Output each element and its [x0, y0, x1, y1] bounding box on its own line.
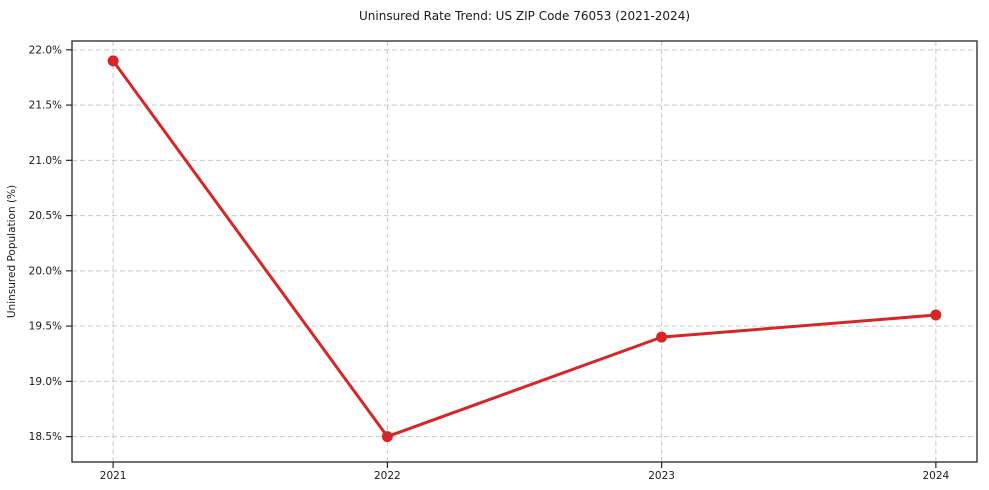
tick-labels: 18.5% 19.0% 19.5% 20.0% 20.5% 21.0% 21.5% 22.0%… — [29, 44, 950, 482]
x-tick-label: 2023 — [648, 470, 675, 482]
y-tick-label: 19.5% — [29, 321, 62, 333]
data-point — [381, 431, 393, 443]
line-series — [107, 55, 942, 443]
y-tick-label: 19.0% — [29, 376, 62, 388]
y-tick-label: 20.5% — [29, 210, 62, 222]
y-tick-label: 18.5% — [29, 431, 62, 443]
data-point — [930, 309, 942, 321]
data-point — [107, 55, 119, 67]
axis-ticks — [66, 49, 937, 468]
trend-line — [111, 59, 938, 439]
x-tick-label: 2024 — [922, 470, 949, 482]
gridlines — [72, 41, 977, 462]
plot-border — [71, 40, 978, 463]
y-tick-label: 20.0% — [29, 265, 62, 277]
y-tick-label: 22.0% — [29, 44, 62, 56]
x-tick-label: 2021 — [100, 470, 127, 482]
x-tick-label: 2022 — [374, 470, 401, 482]
chart-title: Uninsured Rate Trend: US ZIP Code 76053 … — [359, 9, 690, 23]
data-point — [656, 331, 668, 343]
y-tick-label: 21.5% — [29, 100, 62, 112]
y-axis-label: Uninsured Population (%) — [6, 185, 18, 318]
y-tick-label: 21.0% — [29, 155, 62, 167]
